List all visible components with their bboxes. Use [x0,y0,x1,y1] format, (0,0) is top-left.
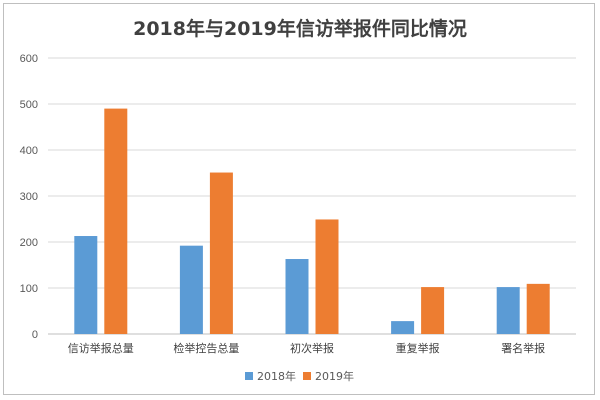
bar-2018年-重复举报 [391,321,415,334]
bar-2019年-信访举报总量 [104,108,128,334]
category-label: 信访举报总量 [68,341,134,355]
bar-2019年-署名举报 [526,283,550,334]
legend-label: 2018年 [257,369,296,383]
legend-swatch [245,372,253,380]
bar-2018年-初次举报 [285,259,309,334]
gridlines [48,57,576,335]
bar-2018年-信访举报总量 [74,236,98,334]
y-tick-label: 100 [20,283,38,295]
y-tick-label: 400 [20,145,38,157]
bar-2019年-检举控告总量 [209,172,233,334]
bars [74,108,550,334]
x-axis-categories: 信访举报总量 检举控告总量 初次举报 重复举报 署名举报 [68,341,545,355]
bar-2018年-检举控告总量 [179,245,203,334]
category-label: 重复举报 [396,341,440,355]
y-tick-label: 0 [32,329,38,341]
chart-title: 2018年与2019年信访举报件同比情况 [133,18,467,40]
bar-2019年-初次举报 [315,219,339,334]
category-label: 署名举报 [501,341,545,355]
bar-2019年-重复举报 [421,287,445,334]
category-label: 检举控告总量 [173,341,239,355]
y-tick-label: 300 [20,191,38,203]
y-axis-ticks: 0 100 200 300 400 500 600 [20,53,38,341]
bar-2018年-署名举报 [496,287,520,334]
y-tick-label: 600 [20,53,38,65]
category-label: 初次举报 [290,341,334,355]
legend-swatch [303,372,311,380]
y-tick-label: 500 [20,99,38,111]
legend: 2018年 2019年 [245,369,354,383]
legend-label: 2019年 [315,369,354,383]
y-tick-label: 200 [20,237,38,249]
